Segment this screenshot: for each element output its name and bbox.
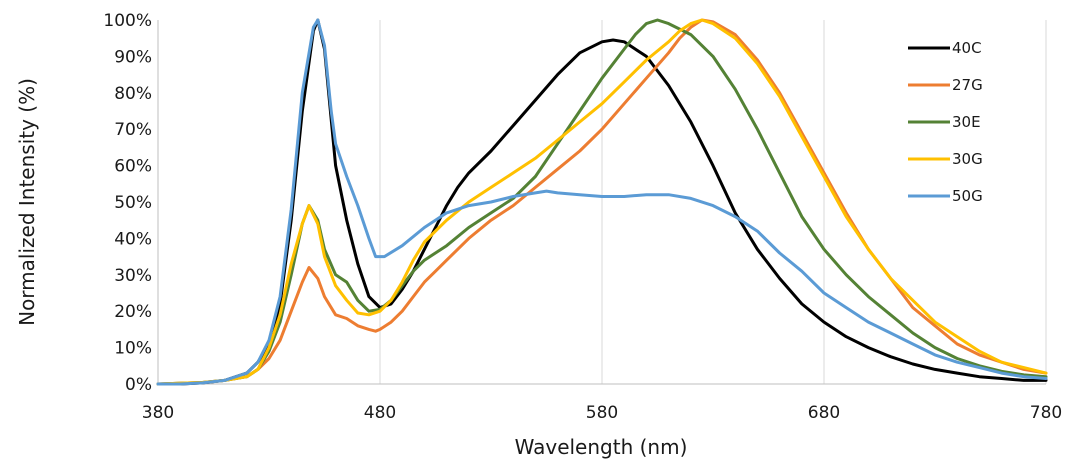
legend-label-30g: 30G bbox=[952, 150, 983, 168]
x-tick-label: 380 bbox=[142, 403, 174, 423]
y-tick-label: 50% bbox=[114, 193, 152, 213]
series-lines bbox=[156, 18, 1048, 386]
x-tick-labels: 380 480 580 680 780 bbox=[142, 403, 1062, 423]
y-tick-label: 30% bbox=[114, 266, 152, 286]
series-line-30g bbox=[156, 18, 1048, 386]
y-tick-labels: 0% 10% 20% 30% 40% 50% 60% 70% 80% 90% 100% bbox=[103, 11, 152, 395]
legend: 40C 27G 30E 30G 50G bbox=[908, 39, 983, 205]
y-tick-label: 70% bbox=[114, 120, 152, 140]
y-tick-label: 100% bbox=[103, 11, 152, 31]
y-tick-label: 90% bbox=[114, 47, 152, 67]
y-tick-label: 20% bbox=[114, 302, 152, 322]
y-tick-label: 0% bbox=[125, 375, 152, 395]
y-tick-label: 60% bbox=[114, 157, 152, 177]
x-tick-label: 480 bbox=[364, 403, 396, 423]
legend-label-50g: 50G bbox=[952, 187, 983, 205]
legend-label-27g: 27G bbox=[952, 76, 983, 94]
x-tick-label: 580 bbox=[586, 403, 618, 423]
series-line-27g bbox=[156, 18, 1048, 386]
legend-label-30e: 30E bbox=[952, 113, 981, 131]
legend-label-40c: 40C bbox=[952, 39, 982, 57]
y-tick-label: 80% bbox=[114, 84, 152, 104]
x-axis-title: Wavelength (nm) bbox=[515, 435, 688, 459]
series-line-50g bbox=[156, 18, 1048, 386]
axes bbox=[157, 20, 1046, 385]
x-tick-label: 780 bbox=[1030, 403, 1062, 423]
x-tick-label: 680 bbox=[808, 403, 840, 423]
y-tick-label: 10% bbox=[114, 339, 152, 359]
y-tick-label: 40% bbox=[114, 229, 152, 249]
y-axis-title: Normalized Intensity (%) bbox=[15, 78, 39, 326]
